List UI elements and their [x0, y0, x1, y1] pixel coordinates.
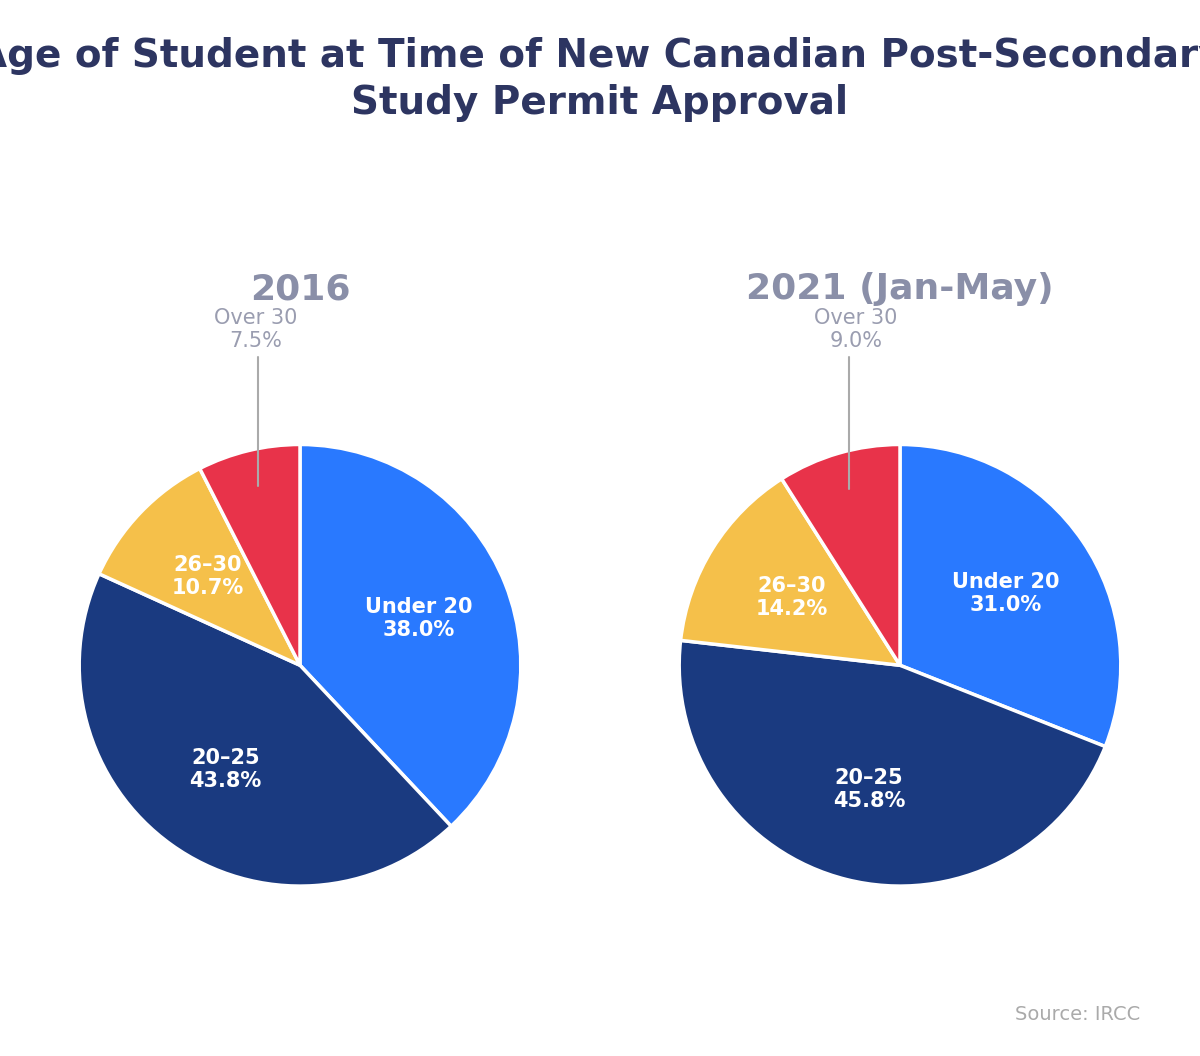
Wedge shape — [679, 640, 1105, 886]
Wedge shape — [900, 445, 1121, 747]
Text: 2016: 2016 — [250, 272, 350, 306]
Wedge shape — [79, 573, 451, 886]
Text: Under 20
31.0%: Under 20 31.0% — [952, 571, 1060, 615]
Text: 26–30
10.7%: 26–30 10.7% — [172, 555, 244, 599]
Text: 26–30
14.2%: 26–30 14.2% — [755, 576, 828, 619]
Text: Over 30
7.5%: Over 30 7.5% — [214, 308, 298, 487]
Text: 20–25
45.8%: 20–25 45.8% — [833, 768, 905, 811]
Wedge shape — [199, 445, 300, 665]
Wedge shape — [781, 445, 900, 665]
Wedge shape — [680, 478, 900, 665]
Wedge shape — [100, 469, 300, 665]
Text: 2021 (Jan-May): 2021 (Jan-May) — [746, 272, 1054, 306]
Wedge shape — [300, 445, 521, 826]
Text: Age of Student at Time of New Canadian Post-Secondary
Study Permit Approval: Age of Student at Time of New Canadian P… — [0, 37, 1200, 121]
Text: Source: IRCC: Source: IRCC — [1015, 1005, 1140, 1024]
Text: 20–25
43.8%: 20–25 43.8% — [190, 748, 262, 791]
Text: Over 30
9.0%: Over 30 9.0% — [814, 308, 898, 489]
Text: Under 20
38.0%: Under 20 38.0% — [365, 597, 473, 640]
